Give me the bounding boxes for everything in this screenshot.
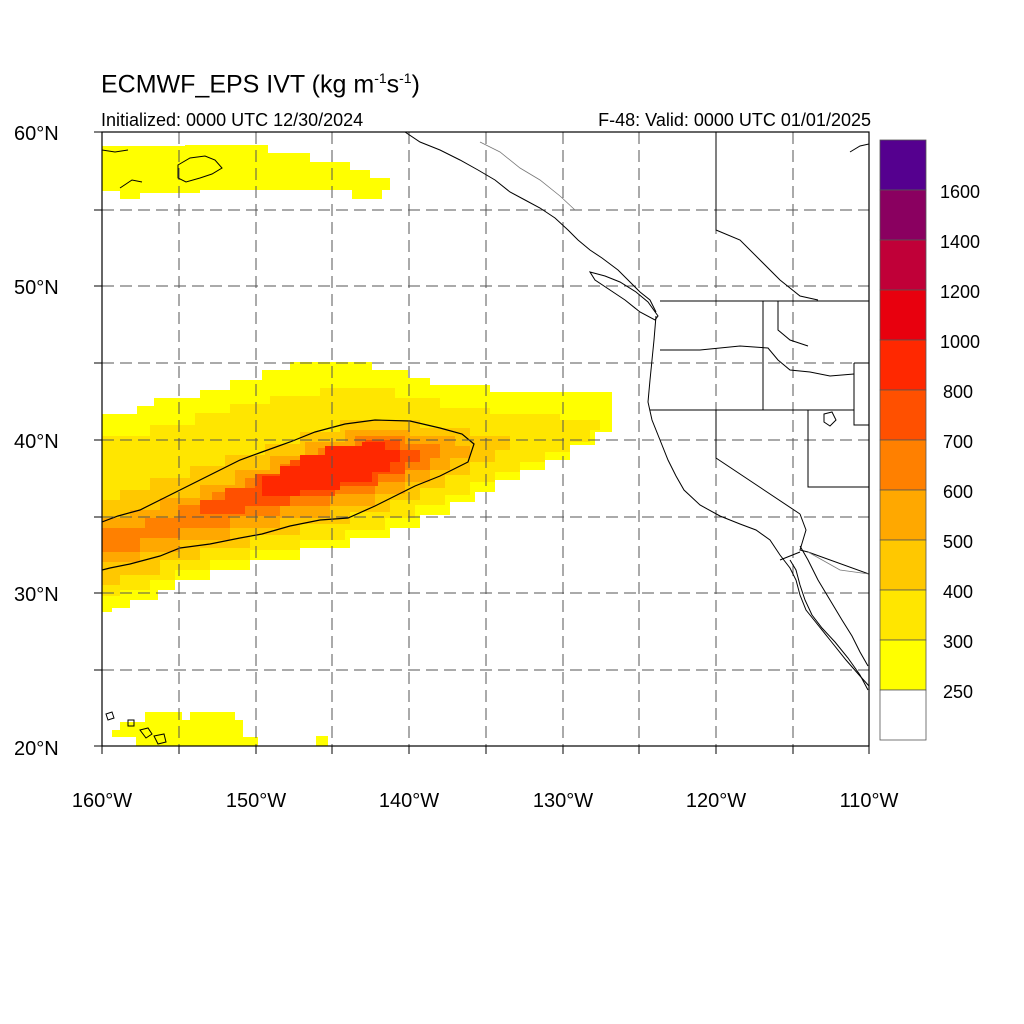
lat-label-20: 20°N [14, 738, 59, 760]
colorbar-box [879, 439, 927, 491]
initialized-label: Initialized: 0000 UTC 12/30/2024 [101, 110, 364, 130]
colorbar-label-1200: 1200 [940, 282, 980, 302]
ivt-region-alaska [102, 145, 390, 199]
ivt-contour-500 [102, 419, 475, 571]
admin-borders-gray [479, 141, 869, 575]
colorbar-box [879, 289, 927, 341]
colorbar-box [879, 539, 927, 591]
colorbar-label-500: 500 [943, 532, 973, 552]
lon-label-130: 130°W [533, 790, 593, 812]
coastlines [102, 132, 869, 745]
colorbar-box [879, 189, 927, 241]
colorbar [879, 139, 927, 741]
colorbar-label-1400: 1400 [940, 232, 980, 252]
colorbar-label-800: 800 [943, 382, 973, 402]
lon-label-110: 110°W [840, 790, 899, 812]
map-title: ECMWF_EPS IVT (kg m-1s-1) [101, 70, 420, 99]
lon-label-160: 160°W [72, 790, 132, 812]
political-borders [650, 132, 869, 575]
colorbar-label-250: 250 [943, 682, 973, 702]
colorbar-label-300: 300 [943, 632, 973, 652]
lon-label-150: 150°W [226, 790, 286, 812]
colorbar-box [879, 589, 927, 641]
colorbar-label-700: 700 [943, 432, 973, 452]
colorbar-label-400: 400 [943, 582, 973, 602]
lat-label-30: 30°N [14, 584, 59, 606]
lat-labels: 60°N 50°N 40°N 30°N 20°N [14, 123, 59, 760]
colorbar-labels: 1600 1400 1200 1000 800 700 600 500 400 … [940, 182, 980, 702]
colorbar-box [879, 139, 927, 191]
lon-labels: 160°W 150°W 140°W 130°W 120°W 110°W [72, 790, 899, 812]
ivt-region-hawaii [112, 712, 258, 746]
colorbar-label-600: 600 [943, 482, 973, 502]
colorbar-box [879, 239, 927, 291]
lat-label-50: 50°N [14, 277, 59, 299]
lat-label-40: 40°N [14, 431, 59, 453]
graticule [102, 132, 869, 746]
colorbar-box [879, 639, 927, 691]
colorbar-box [879, 489, 927, 541]
lon-label-140: 140°W [379, 790, 439, 812]
ivt-field [102, 145, 612, 746]
lon-label-120: 120°W [686, 790, 746, 812]
colorbar-label-1600: 1600 [940, 182, 980, 202]
axis-ticks [94, 131, 870, 754]
valid-time-label: F-48: Valid: 0000 UTC 01/01/2025 [598, 110, 871, 130]
colorbar-box [879, 339, 927, 391]
ivt-band-800 [262, 442, 400, 496]
ivt-region-hawaii-2 [316, 736, 328, 746]
colorbar-box [879, 689, 927, 741]
colorbar-label-1000: 1000 [940, 332, 980, 352]
colorbar-box [879, 389, 927, 441]
lat-label-60: 60°N [14, 123, 59, 145]
